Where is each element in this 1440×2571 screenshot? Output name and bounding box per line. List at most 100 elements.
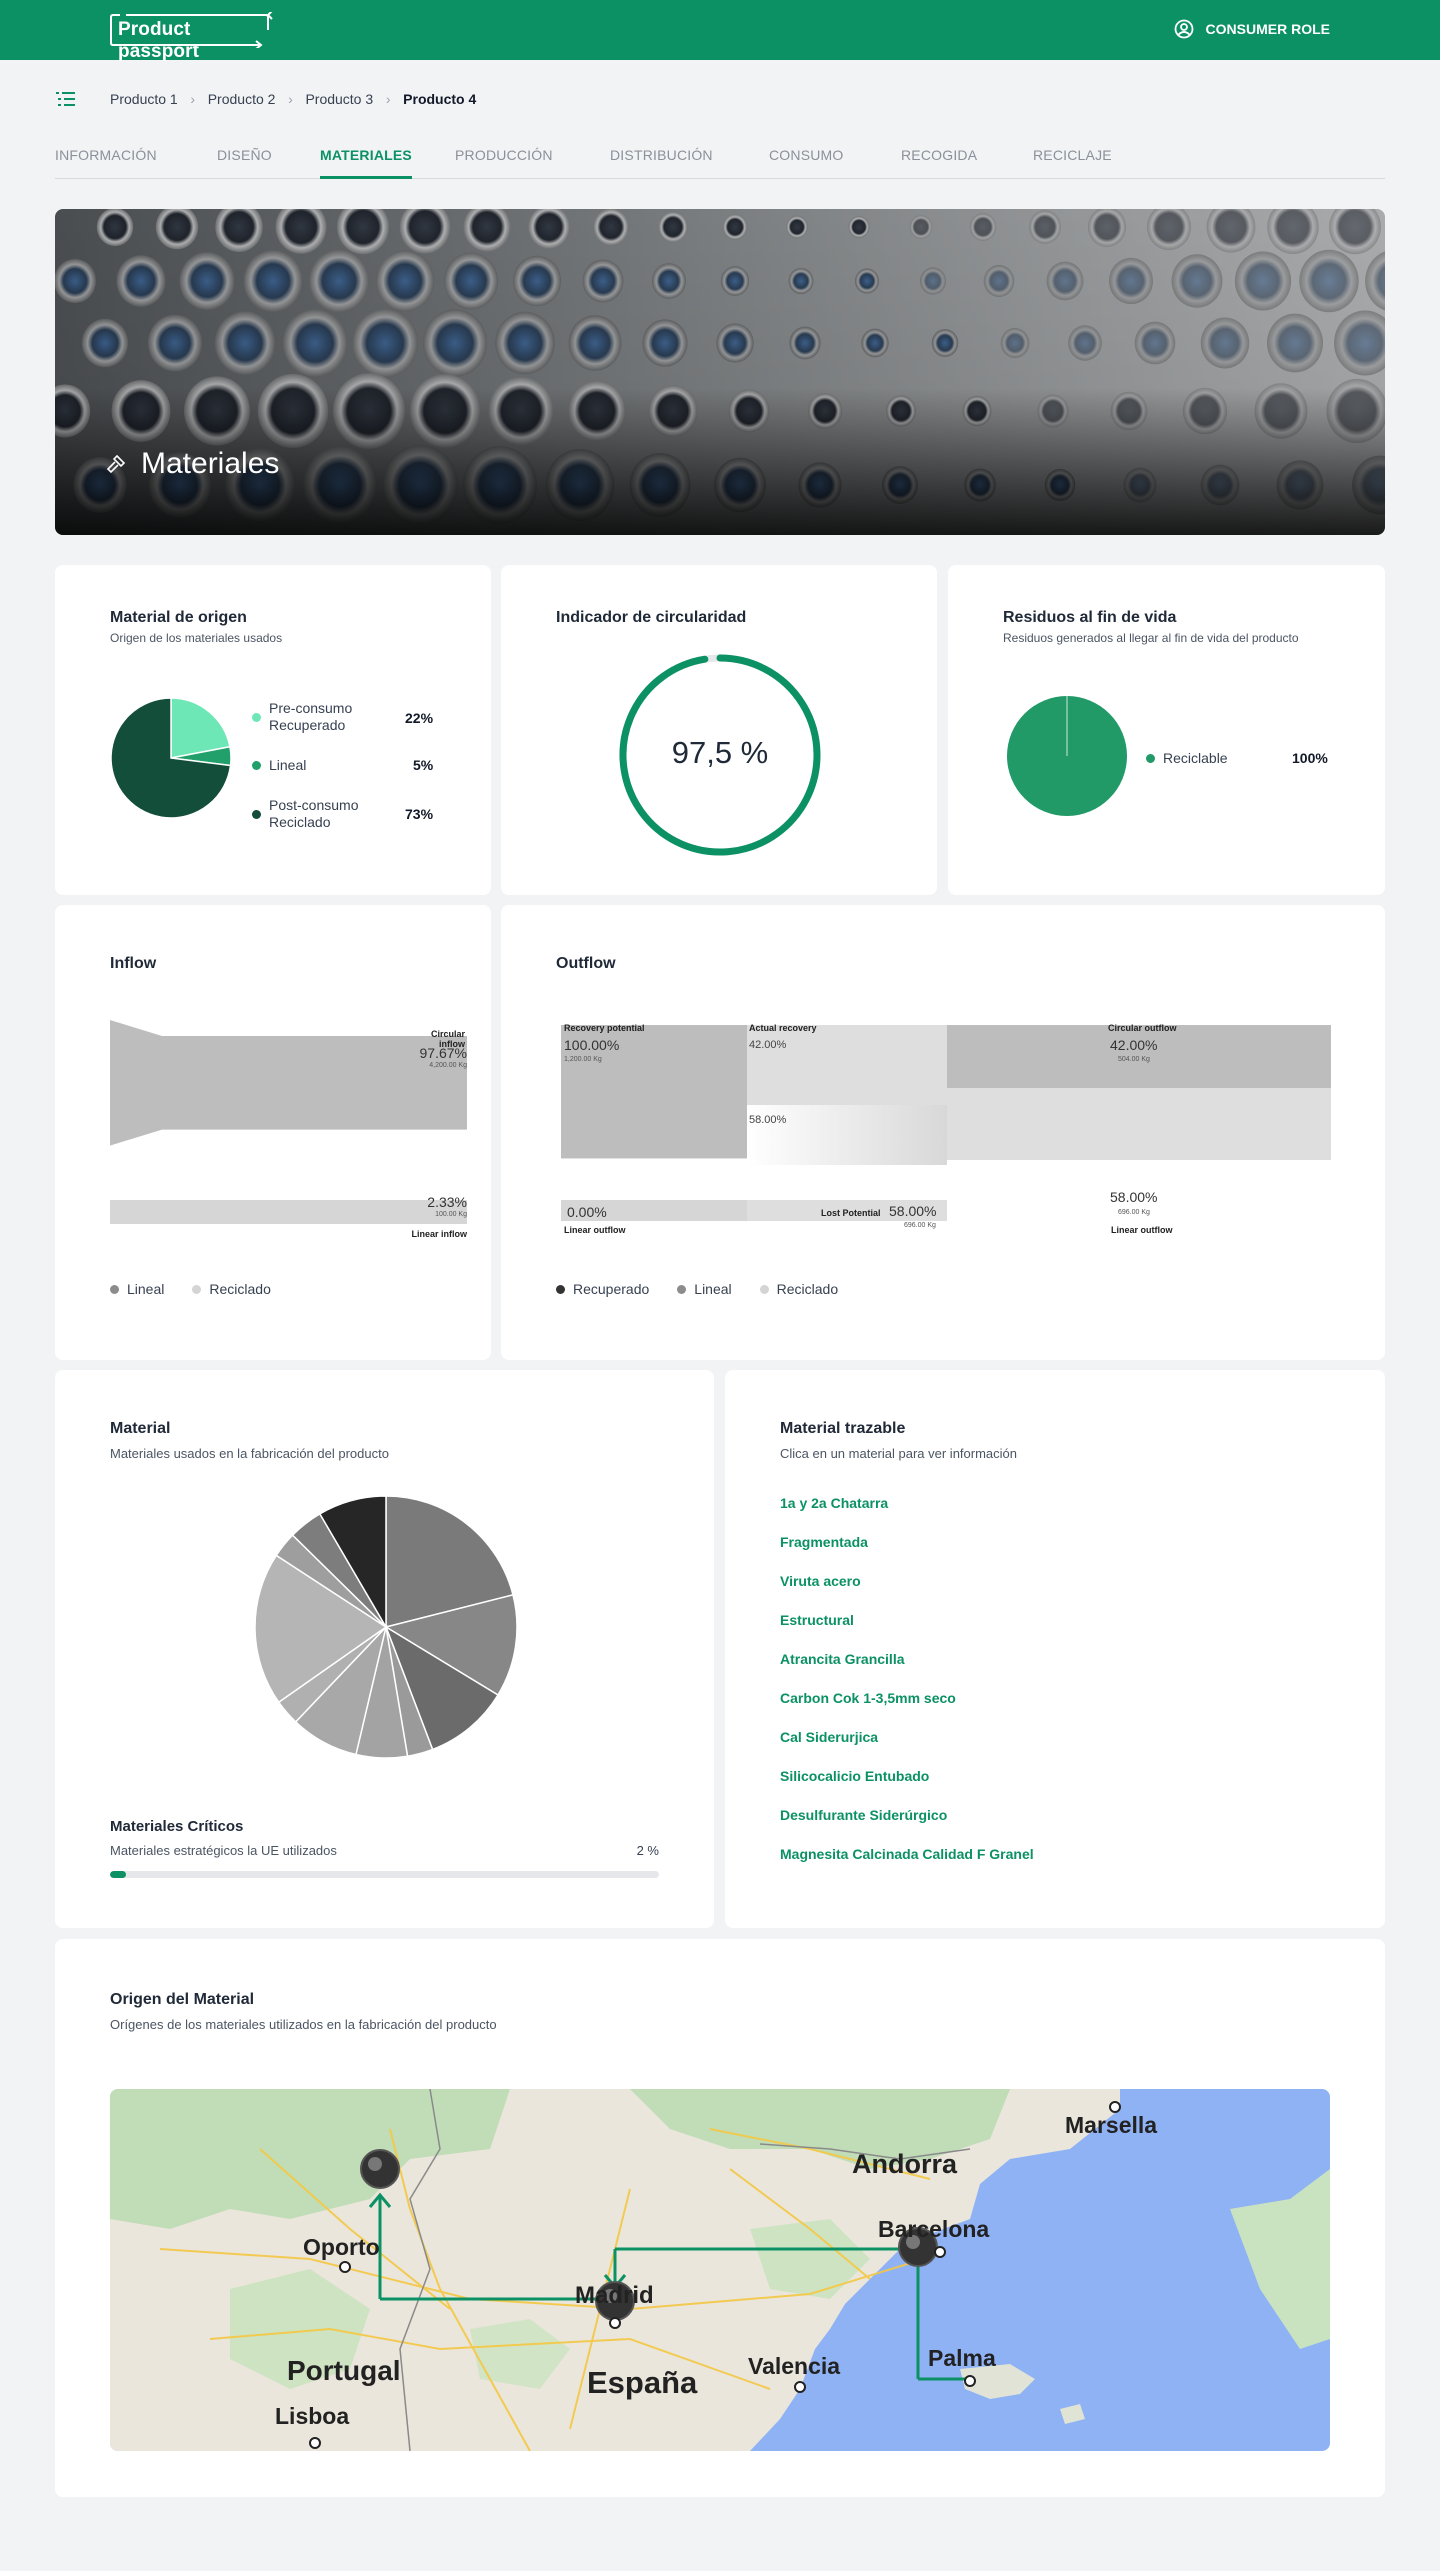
card-title: Indicador de circularidad — [556, 609, 747, 626]
traceable-item[interactable]: Estructural — [780, 1612, 854, 1628]
critical-progress-fill — [110, 1871, 126, 1878]
linear-outflow-pct: 58.00% — [1110, 1189, 1158, 1205]
tab-recogida[interactable]: RECOGIDA — [901, 147, 978, 163]
material-origin-card: Material de origen Origen de los materia… — [55, 565, 491, 895]
tab-diseno[interactable]: DISEÑO — [217, 147, 272, 163]
tab-consumo[interactable]: CONSUMO — [769, 147, 844, 163]
traceable-item[interactable]: Viruta acero — [780, 1573, 861, 1589]
traceable-item[interactable]: Cal Siderurjica — [780, 1729, 879, 1745]
traceable-item[interactable]: Fragmentada — [780, 1534, 868, 1550]
role-label: CONSUMER ROLE — [1205, 21, 1330, 37]
map-label-oporto: Oporto — [303, 2234, 380, 2260]
linear-outflow-left-label: Linear outflow — [564, 1225, 626, 1235]
traceable-item[interactable]: 1a y 2a Chatarra — [780, 1495, 889, 1511]
map-label-lisboa: Lisboa — [275, 2403, 350, 2429]
critical-pct: 2 % — [636, 1843, 659, 1858]
legend-item: Recuperado — [556, 1281, 649, 1297]
breadcrumb-item[interactable]: Producto 1 — [110, 91, 178, 107]
recovery-potential-pct: 100.00% — [564, 1037, 620, 1053]
traceable-item[interactable]: Atrancita Grancilla — [780, 1651, 905, 1667]
outflow-legend: Recuperado Lineal Reciclado — [556, 1281, 838, 1297]
legend-item: Post-consumo Reciclado — [252, 797, 358, 831]
recovery-potential-kg: 1,200.00 Kg — [564, 1056, 602, 1063]
legend-pct: 5% — [413, 757, 434, 773]
origin-pie-slice — [170, 697, 231, 759]
circularity-gauge — [619, 654, 821, 856]
card-title: Material de origen — [110, 609, 247, 626]
chevron-right-icon: › — [288, 91, 293, 107]
card-subtitle: Clica en un material para ver informació… — [780, 1446, 1017, 1461]
actual-recovery-label: Actual recovery — [749, 1023, 817, 1033]
traceable-item[interactable]: Carbon Cok 1-3,5mm seco — [780, 1690, 956, 1706]
menu-list-icon[interactable] — [55, 88, 77, 110]
lost-potential-label: Lost Potential — [821, 1208, 881, 1218]
role-menu[interactable]: CONSUMER ROLE — [1174, 19, 1330, 39]
card-title: Inflow — [110, 955, 157, 972]
outflow-card: Outflow Recovery potential 100.00% 1,200… — [501, 905, 1385, 1360]
origin-pie-slice — [110, 697, 232, 819]
user-circle-icon — [1174, 19, 1193, 39]
map-label-palma: Palma — [928, 2345, 996, 2371]
outflow-sankey — [561, 1025, 1331, 1165]
map-label-portugal: Portugal — [287, 2355, 401, 2386]
tab-produccion[interactable]: PRODUCCIÓN — [455, 147, 553, 163]
recovery-potential-label: Recovery potential — [564, 1023, 645, 1033]
legend-item: Pre-consumo Recuperado — [252, 700, 352, 734]
circular-outflow-pct: 42.00% — [1110, 1037, 1158, 1053]
inflow-sankey — [110, 1020, 467, 1146]
breadcrumb-item[interactable]: Producto 3 — [305, 91, 374, 107]
legend-item: Lineal — [110, 1281, 164, 1297]
origin-map[interactable]: Marsella Andorra Barcelona Oporto Madrid… — [110, 2089, 1330, 2451]
legend-pct: 73% — [405, 806, 434, 822]
material-pie-slice — [385, 1495, 514, 1628]
tab-reciclaje[interactable]: RECICLAJE — [1033, 147, 1112, 163]
city-dot-icon — [339, 2261, 351, 2273]
circularity-card: Indicador de circularidad 97,5 % — [501, 565, 937, 895]
logo-frame-icon — [110, 10, 273, 50]
inflow-legend: Lineal Reciclado — [110, 1281, 271, 1297]
linear-outflow-right-label: Linear outflow — [1111, 1225, 1173, 1235]
map-label-valencia: Valencia — [748, 2353, 841, 2379]
linear-outflow-zero-pct: 0.00% — [567, 1204, 607, 1220]
legend-dot — [252, 712, 261, 722]
legend-item: Lineal — [252, 757, 306, 773]
traceable-item[interactable]: Magnesita Calcinada Calidad F Granel — [780, 1846, 1034, 1862]
origin-marker-icon[interactable] — [360, 2149, 400, 2189]
breadcrumb-item-current[interactable]: Producto 4 — [403, 91, 477, 107]
linear-inflow-label: Linear inflow — [411, 1229, 467, 1239]
top-bar: Product passport CONSUMER ROLE — [0, 0, 1440, 62]
city-dot-icon — [309, 2437, 321, 2449]
linear-inflow-kg: 100.00 Kg — [435, 1211, 467, 1218]
card-subtitle: Residuos generados al llegar al fin de v… — [1003, 631, 1299, 645]
card-subtitle: Origen de los materiales usados — [110, 631, 283, 645]
product-passport-logo[interactable]: Product passport — [110, 10, 276, 62]
tab-informacion[interactable]: INFORMACIÓN — [55, 147, 157, 163]
hero-banner: Materiales — [55, 209, 1385, 535]
circular-inflow-kg: 4,200.00 Kg — [429, 1062, 467, 1069]
actual-recovery-pct: 42.00% — [749, 1039, 787, 1051]
legend-dot — [252, 760, 261, 770]
traceable-item[interactable]: Desulfurante Siderúrgico — [780, 1807, 948, 1823]
city-dot-icon — [794, 2381, 806, 2393]
material-pie-slice — [384, 1625, 500, 1751]
linear-inflow-pct: 2.33% — [427, 1194, 467, 1210]
inflow-linear-band — [110, 1200, 467, 1224]
card-title: Material trazable — [780, 1420, 906, 1437]
circular-outflow-label: Circular outflow — [1108, 1023, 1177, 1033]
outflow-lost-band — [747, 1200, 947, 1221]
legend-pct: 22% — [405, 710, 434, 726]
circular-outflow-kg: 504.00 Kg — [1118, 1056, 1150, 1063]
breadcrumb-item[interactable]: Producto 2 — [207, 91, 276, 107]
hero-title: Materiales — [105, 447, 279, 481]
waste-card: Residuos al fin de vida Residuos generad… — [948, 565, 1385, 895]
steel-pipes-image — [55, 209, 1385, 535]
hero-title-text: Materiales — [141, 447, 280, 480]
city-dot-icon — [1109, 2101, 1121, 2113]
city-dot-icon — [934, 2246, 946, 2258]
traceable-item[interactable]: Silicocalicio Entubado — [780, 1768, 930, 1784]
tab-materiales[interactable]: MATERIALES — [320, 145, 412, 179]
card-title: Residuos al fin de vida — [1003, 609, 1177, 626]
outflow-linear-band — [561, 1200, 747, 1221]
tab-distribucion[interactable]: DISTRIBUCIÓN — [610, 147, 713, 163]
material-pie-chart — [254, 1495, 518, 1759]
